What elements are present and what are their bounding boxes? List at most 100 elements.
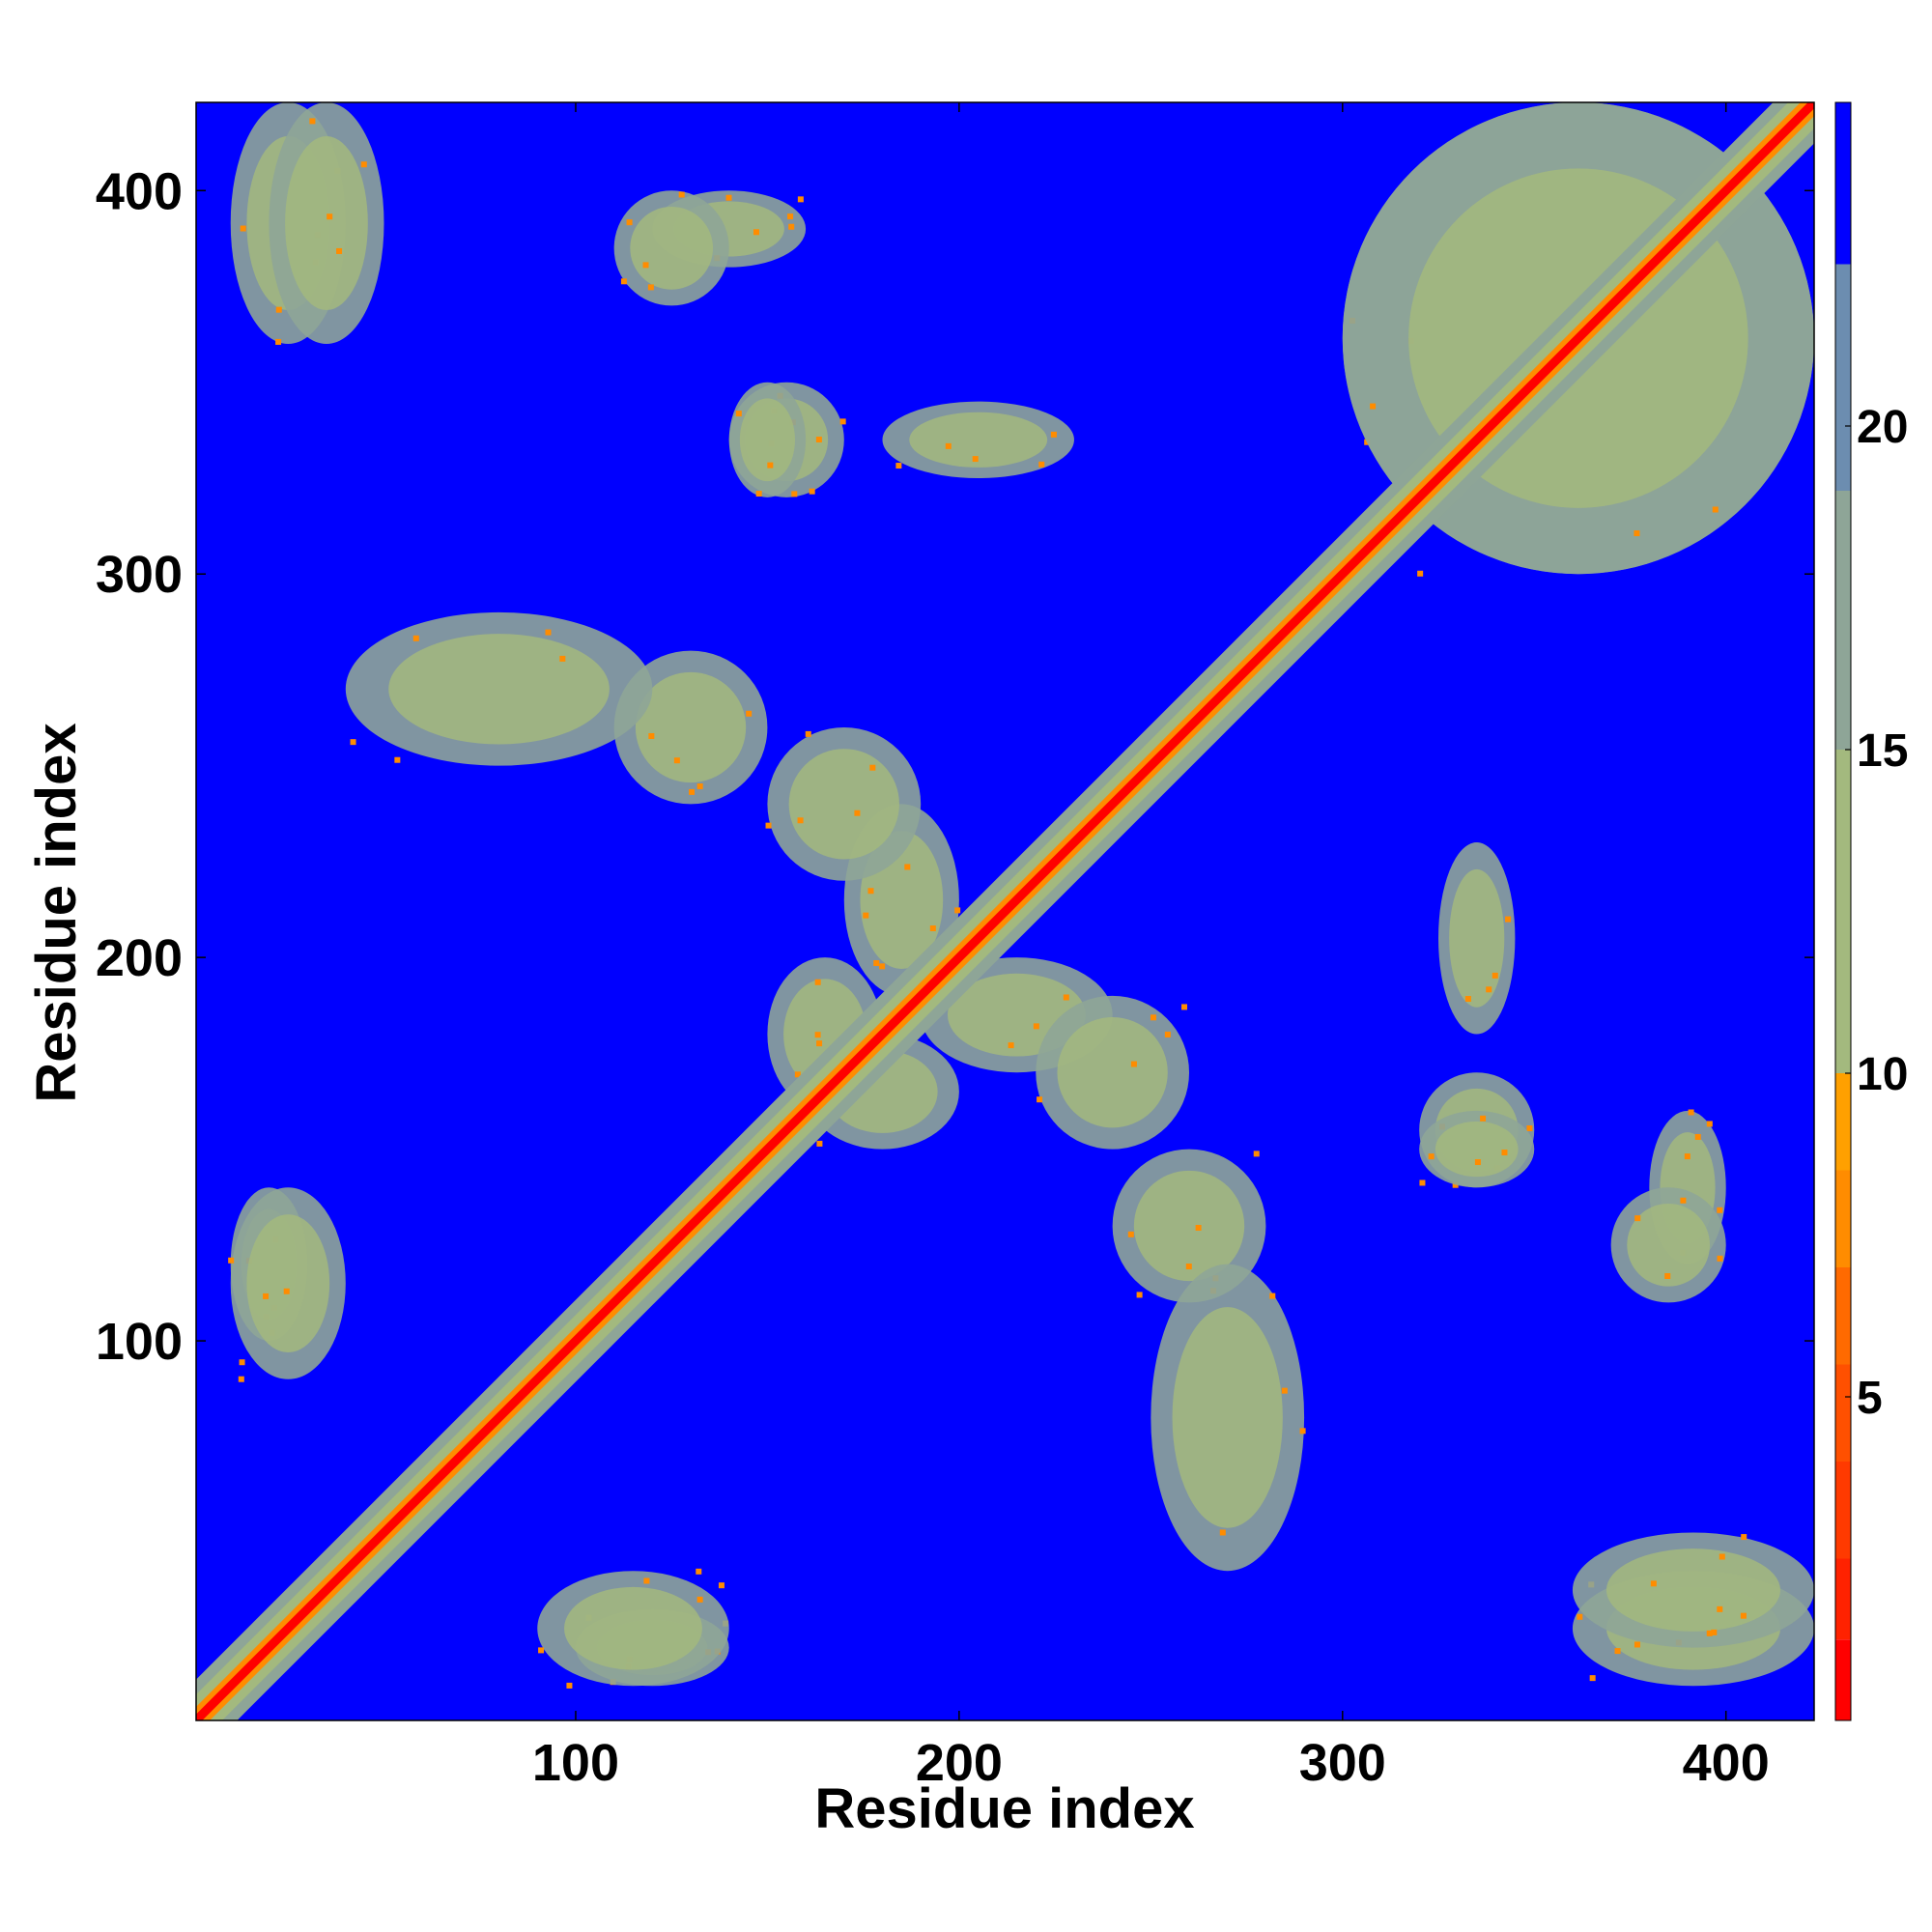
heatmap-cells: [196, 102, 1814, 1720]
contact-point: [1063, 994, 1069, 1001]
contact-point: [1281, 1387, 1288, 1394]
colorbar-band: [1835, 1170, 1851, 1267]
colorbar-tick-label: 5: [1857, 1373, 1883, 1424]
contact-region-core: [788, 749, 899, 860]
contact-point: [1419, 1179, 1426, 1186]
y-axis-title: Residue index: [25, 723, 88, 1102]
contact-point: [689, 788, 696, 795]
colorbar-band: [1835, 1558, 1851, 1640]
contact-point: [1474, 1159, 1481, 1166]
contact-point: [1464, 996, 1471, 1003]
contact-point: [240, 225, 246, 232]
contact-point: [263, 1293, 270, 1299]
contact-region-core: [246, 1214, 330, 1352]
contact-region-core: [630, 206, 714, 290]
contact-region-core: [1057, 1017, 1168, 1128]
x-tick-label: 100: [532, 1734, 619, 1792]
contact-point: [791, 491, 798, 497]
contact-point: [854, 810, 861, 816]
plot-frame: [195, 101, 1815, 1721]
contact-point: [1219, 1529, 1226, 1536]
contact-point: [945, 442, 952, 449]
contact-point: [309, 118, 316, 125]
contact-point: [1127, 1231, 1134, 1237]
contact-region-core: [739, 398, 795, 482]
contact-point: [566, 1682, 573, 1689]
contact-point: [1577, 1613, 1583, 1620]
contact-point: [1717, 1255, 1723, 1262]
contact-point: [797, 817, 804, 824]
contact-point: [239, 1359, 245, 1366]
contact-point: [904, 864, 911, 870]
contact-point: [228, 1257, 235, 1264]
contact-point: [895, 463, 902, 469]
contact-point: [327, 213, 333, 220]
contact-point: [815, 437, 822, 443]
contact-point: [1150, 1014, 1156, 1021]
contact-point: [394, 756, 401, 763]
contact-point: [814, 1032, 821, 1038]
contact-region-core: [1172, 1307, 1283, 1528]
contact-point: [1650, 1580, 1657, 1587]
contact-point: [794, 1071, 801, 1078]
contact-point: [1505, 916, 1512, 923]
contact-point: [1185, 1264, 1192, 1270]
contact-point: [863, 912, 869, 919]
contact-point: [725, 194, 732, 201]
x-axis: 100 200 300 400: [532, 102, 1770, 1792]
contact-region-core: [909, 412, 1048, 468]
contact-point: [1688, 1109, 1694, 1116]
contact-point: [1712, 506, 1719, 513]
contact-point: [1719, 1553, 1725, 1560]
contact-point: [1634, 1215, 1641, 1222]
y-tick-label: 100: [96, 1313, 183, 1371]
contact-point: [1037, 1096, 1043, 1103]
colorbar-band: [1835, 1073, 1851, 1171]
contact-point: [1741, 1534, 1747, 1541]
contact-point: [954, 907, 961, 914]
contact-point: [1706, 1630, 1713, 1636]
contact-point: [1050, 431, 1057, 438]
colorbar-band: [1835, 1639, 1851, 1720]
colorbar-tick-label: 20: [1857, 402, 1908, 453]
contact-point: [873, 960, 880, 967]
contact-point: [816, 1040, 823, 1047]
contact-point: [1428, 1153, 1435, 1160]
contact-point: [1526, 1125, 1533, 1132]
contact-point: [867, 888, 874, 895]
contact-point: [767, 462, 774, 469]
contact-point: [839, 418, 846, 425]
contact-point: [1664, 1272, 1671, 1279]
contact-region-core: [388, 634, 610, 745]
contact-point: [1136, 1292, 1143, 1298]
contact-point: [755, 491, 762, 497]
contact-point: [805, 730, 811, 737]
contact-point: [350, 739, 356, 746]
contact-point: [1008, 1042, 1014, 1049]
colorbar-tick-label: 15: [1857, 725, 1908, 777]
contact-point: [1486, 986, 1492, 993]
contact-region-core: [564, 1586, 702, 1670]
contact-point: [696, 1596, 703, 1603]
contact-point: [718, 1582, 724, 1589]
contact-region-core: [1449, 868, 1505, 1008]
contact-point: [1740, 1612, 1747, 1619]
contact-region-core: [1627, 1203, 1711, 1287]
x-tick-label: 200: [916, 1734, 1003, 1792]
contact-point: [746, 710, 753, 717]
colorbar-tick-label: 10: [1857, 1049, 1908, 1100]
contact-point: [1614, 1648, 1621, 1655]
contact-point: [336, 247, 343, 254]
colorbar-band: [1835, 750, 1851, 1073]
colorbar-frame: [1834, 101, 1852, 1721]
x-axis-title: Residue index: [814, 1777, 1194, 1840]
contact-point: [647, 284, 654, 291]
contact-point: [275, 338, 282, 345]
contact-point: [696, 1568, 702, 1575]
contact-point: [1684, 1153, 1690, 1160]
contact-point: [696, 783, 703, 790]
contact-point: [1706, 1121, 1713, 1127]
x-tick-label: 300: [1299, 1734, 1386, 1792]
contact-point: [1130, 1061, 1137, 1067]
